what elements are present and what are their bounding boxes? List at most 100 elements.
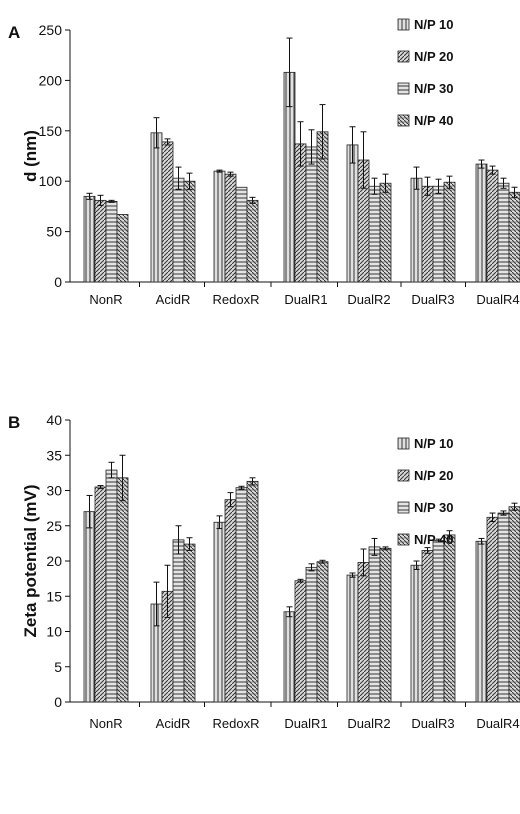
- bar: [346, 574, 359, 703]
- legend-label: N/P 20: [414, 468, 454, 483]
- y-tick-label: 35: [46, 447, 62, 463]
- bar: [508, 191, 520, 283]
- bar: [224, 173, 237, 283]
- x-tick-label: NonR: [89, 292, 122, 307]
- legend-label: N/P 10: [414, 436, 454, 451]
- x-tick-label: RedoxR: [213, 716, 260, 731]
- bar: [94, 486, 107, 703]
- bar: [432, 540, 445, 703]
- bar: [368, 546, 381, 703]
- x-tick-label: DualR2: [347, 716, 390, 731]
- y-tick-label: 40: [46, 412, 62, 428]
- legend-swatch: [397, 82, 410, 95]
- bar: [161, 141, 174, 283]
- x-tick-label: DualR1: [284, 292, 327, 307]
- x-tick-label: DualR4: [476, 292, 519, 307]
- x-tick-label: DualR4: [476, 716, 519, 731]
- bar: [235, 487, 248, 703]
- y-tick-label: 50: [46, 224, 62, 240]
- x-tick-label: DualR1: [284, 716, 327, 731]
- bar: [83, 195, 96, 283]
- bar: [357, 562, 370, 703]
- bar: [486, 169, 499, 283]
- y-tick-label: 200: [39, 72, 63, 88]
- bar: [475, 163, 488, 283]
- legend-label: N/P 30: [414, 500, 454, 515]
- bar: [213, 521, 226, 703]
- bar: [246, 199, 259, 283]
- bar: [246, 480, 259, 703]
- bar: [183, 180, 196, 283]
- bar: [475, 540, 488, 703]
- chart-panel-b: B Zeta potential (mV) 0 5 10 15 20 25 30 35 40 NonR…: [8, 412, 520, 731]
- y-tick-label: 5: [54, 659, 62, 675]
- y-axis-label: Zeta potential (mV): [21, 484, 40, 637]
- x-tick-label: AcidR: [156, 716, 191, 731]
- bar: [346, 144, 359, 283]
- legend-swatch: [397, 50, 410, 63]
- legend-swatch: [397, 469, 410, 482]
- legend-label: N/P 40: [414, 532, 454, 547]
- bar: [432, 185, 445, 283]
- bar: [116, 477, 129, 703]
- bar: [421, 185, 434, 283]
- bar: [410, 177, 423, 283]
- legend-swatch: [397, 533, 410, 546]
- bar: [105, 469, 118, 703]
- x-tick-label: DualR3: [411, 292, 454, 307]
- bar: [83, 511, 96, 703]
- legend-label: N/P 30: [414, 81, 454, 96]
- bar: [235, 186, 248, 283]
- bar: [305, 146, 318, 283]
- legend-swatch: [397, 437, 410, 450]
- bar: [150, 132, 163, 283]
- bar: [116, 214, 129, 283]
- x-tick-label: NonR: [89, 716, 122, 731]
- bar: [94, 199, 107, 283]
- x-tick-label: DualR3: [411, 716, 454, 731]
- legend-swatch: [397, 114, 410, 127]
- y-tick-label: 250: [39, 22, 63, 38]
- x-tick-label: RedoxR: [213, 292, 260, 307]
- bar: [305, 566, 318, 703]
- legend-label: N/P 10: [414, 17, 454, 32]
- bar: [283, 611, 296, 703]
- bar: [443, 534, 456, 703]
- chart-panel-a: Ad (nm) 0 50 100 150 200 250 NonR AcidR RedoxR Dua…: [8, 17, 520, 307]
- bar: [368, 185, 381, 283]
- y-tick-label: 100: [39, 173, 63, 189]
- legend-label: N/P 20: [414, 49, 454, 64]
- y-tick-label: 0: [54, 274, 62, 290]
- legend-swatch: [397, 501, 410, 514]
- bar: [213, 170, 226, 283]
- bar: [497, 512, 510, 703]
- bar: [410, 564, 423, 703]
- y-tick-label: 15: [46, 588, 62, 604]
- bar: [508, 506, 520, 703]
- bar: [379, 182, 392, 283]
- y-tick-label: 150: [39, 123, 63, 139]
- bar: [486, 516, 499, 703]
- legend-label: N/P 40: [414, 113, 454, 128]
- x-tick-label: AcidR: [156, 292, 191, 307]
- y-tick-label: 0: [54, 694, 62, 710]
- bar: [224, 499, 237, 703]
- bar: [421, 550, 434, 703]
- bar: [443, 181, 456, 283]
- bar: [172, 177, 185, 283]
- panel-label: B: [8, 413, 20, 432]
- y-axis-label: d (nm): [21, 130, 40, 182]
- x-tick-label: DualR2: [347, 292, 390, 307]
- y-tick-label: 10: [46, 624, 62, 640]
- y-tick-label: 20: [46, 553, 62, 569]
- bar: [379, 547, 392, 703]
- bar: [497, 182, 510, 283]
- bar: [172, 539, 185, 703]
- bar: [316, 561, 329, 703]
- bar: [294, 580, 307, 703]
- legend-swatch: [397, 18, 410, 31]
- bar: [105, 200, 118, 283]
- panel-label: A: [8, 23, 20, 42]
- bar: [183, 543, 196, 703]
